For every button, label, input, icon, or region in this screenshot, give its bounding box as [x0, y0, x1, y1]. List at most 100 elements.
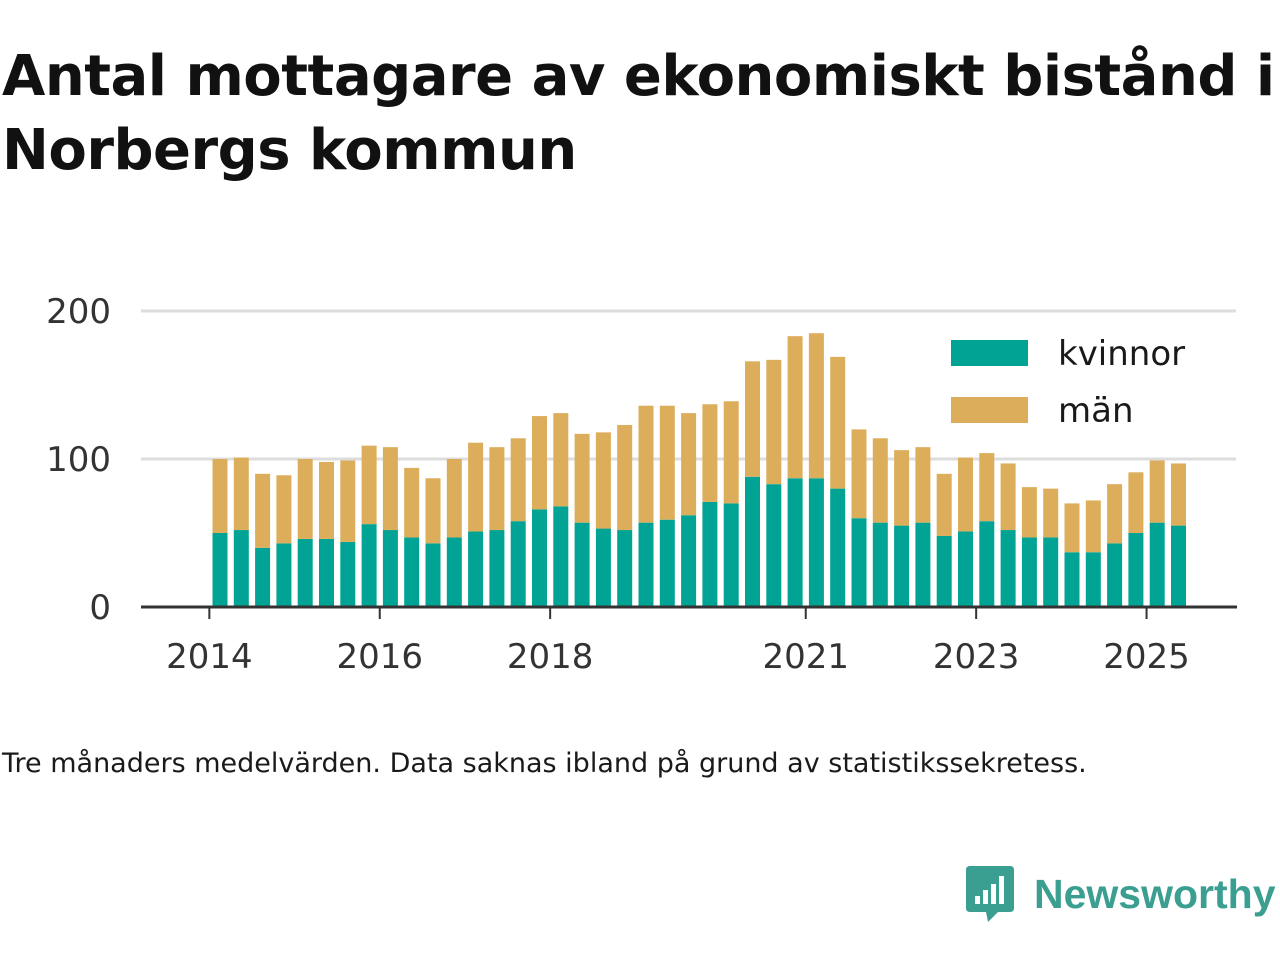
- x-tick-label: 2021: [762, 637, 849, 677]
- bar-man: [425, 478, 441, 544]
- bar-kvinnor: [1021, 537, 1037, 607]
- bar-man: [1171, 463, 1186, 526]
- bar-man: [745, 361, 760, 477]
- legend-label-kvinnor: kvinnor: [1058, 334, 1185, 374]
- bar-man: [1149, 460, 1165, 523]
- y-tick-label: 0: [89, 588, 111, 628]
- bar-man: [894, 450, 910, 526]
- bar-man: [297, 459, 313, 539]
- bar-kvinnor: [425, 543, 441, 607]
- bar-kvinnor: [979, 521, 995, 607]
- bar-man: [489, 447, 505, 531]
- legend-swatch-kvinnor: [951, 340, 1028, 366]
- bar-kvinnor: [319, 538, 334, 607]
- bar-kvinnor: [851, 518, 867, 607]
- bar-kvinnor: [212, 533, 228, 607]
- bar-man: [1085, 500, 1101, 553]
- bar-man: [1000, 463, 1016, 531]
- bar-man: [638, 405, 654, 523]
- brand-logo: Newsworthy: [964, 864, 1276, 924]
- bar-kvinnor: [361, 524, 377, 607]
- bar-kvinnor: [1043, 537, 1059, 607]
- bar-kvinnor: [255, 547, 271, 607]
- bar-kvinnor: [340, 541, 356, 607]
- bar-kvinnor: [1064, 552, 1080, 607]
- bar-man: [958, 457, 973, 532]
- bar-man: [787, 336, 803, 479]
- bar-man: [617, 424, 633, 531]
- x-axis: [141, 605, 1237, 619]
- bar-man: [510, 438, 526, 522]
- bar-kvinnor: [638, 522, 654, 607]
- bar-kvinnor: [297, 538, 313, 607]
- bar-man: [233, 457, 249, 531]
- x-tick-label: 2018: [507, 637, 594, 677]
- bar-man: [1107, 484, 1123, 544]
- x-tick-label: 2023: [933, 637, 1020, 677]
- bar-kvinnor: [446, 537, 462, 607]
- bar-man: [659, 405, 675, 520]
- bar-man: [979, 453, 995, 522]
- bar-man: [936, 473, 952, 536]
- bar-kvinnor: [830, 488, 846, 607]
- bar-man: [404, 467, 420, 538]
- bar-kvinnor: [574, 522, 590, 607]
- bar-man: [1021, 487, 1037, 538]
- bar-man: [553, 413, 569, 507]
- bar-kvinnor: [766, 484, 782, 607]
- bar-kvinnor: [681, 515, 697, 607]
- brand-name: Newsworthy: [1034, 870, 1276, 917]
- bar-kvinnor: [1149, 522, 1165, 607]
- bar-kvinnor: [1171, 525, 1186, 607]
- bar-man: [255, 473, 271, 548]
- bar-kvinnor: [723, 503, 739, 607]
- bar-kvinnor: [1085, 552, 1101, 607]
- legend: kvinnor män: [951, 334, 1185, 431]
- bar-kvinnor: [404, 537, 420, 607]
- y-tick-label: 100: [46, 440, 111, 480]
- chart-caption: Tre månaders medelvärden. Data saknas ib…: [2, 748, 1087, 779]
- bar-kvinnor: [1000, 530, 1016, 607]
- page-title: Antal mottagare av ekonomiskt bistånd i …: [2, 44, 1275, 183]
- bar-kvinnor: [489, 530, 505, 607]
- bar-man: [1128, 472, 1144, 533]
- bar-kvinnor: [233, 530, 249, 607]
- bar-man: [446, 459, 462, 538]
- bar-man: [1043, 488, 1059, 538]
- bar-kvinnor: [787, 478, 803, 607]
- bar-man: [276, 475, 292, 544]
- bar-man: [574, 433, 590, 523]
- bar-chart: 0 100 200 2014 2016 2018 2021 2023 2025 kvinnor…: [46, 292, 1237, 677]
- bar-man: [766, 359, 782, 485]
- bar-kvinnor: [510, 521, 526, 607]
- legend-swatch-man: [951, 397, 1028, 423]
- bar-kvinnor: [894, 525, 910, 607]
- bar-man: [340, 460, 356, 542]
- newsworthy-logo-icon: [966, 866, 1014, 922]
- bar-man: [382, 447, 398, 531]
- bar-kvinnor: [936, 535, 952, 607]
- bar-kvinnor: [276, 543, 292, 607]
- bar-kvinnor: [1128, 533, 1144, 607]
- bar-kvinnor: [468, 531, 484, 607]
- bar-man: [830, 356, 846, 489]
- bar-kvinnor: [958, 531, 973, 607]
- bar-man: [212, 459, 228, 533]
- bar-kvinnor: [808, 478, 824, 607]
- bar-man: [915, 447, 931, 523]
- bar-man: [681, 413, 697, 516]
- bar-kvinnor: [617, 530, 633, 607]
- x-tick-label: 2014: [166, 637, 253, 677]
- y-axis-tick-labels: 0 100 200: [46, 292, 111, 628]
- bar-kvinnor: [595, 528, 611, 607]
- x-tick-label: 2016: [336, 637, 423, 677]
- bar-kvinnor: [915, 522, 931, 607]
- bar-kvinnor: [532, 509, 547, 607]
- y-tick-label: 200: [46, 292, 111, 332]
- bar-kvinnor: [553, 506, 569, 607]
- bar-man: [702, 404, 718, 502]
- bar-kvinnor: [1107, 543, 1123, 607]
- bar-kvinnor: [702, 501, 718, 607]
- bar-man: [851, 429, 867, 519]
- bar-man: [319, 461, 334, 539]
